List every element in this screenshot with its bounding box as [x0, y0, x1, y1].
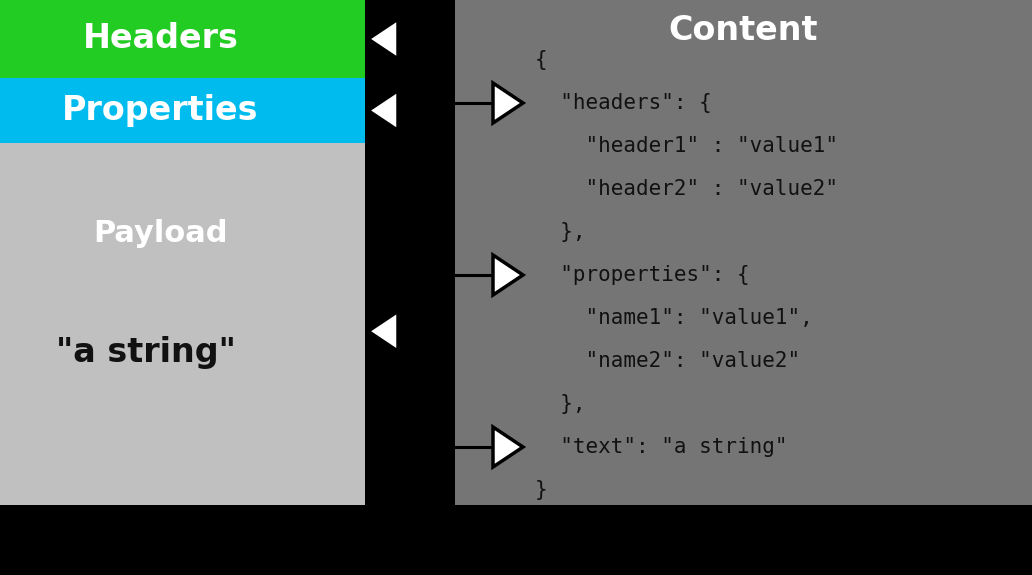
Text: "name1": "value1",: "name1": "value1", — [535, 308, 813, 328]
Text: },: }, — [535, 222, 585, 242]
Bar — [0, 0, 365, 78]
Text: {: { — [535, 50, 548, 70]
Polygon shape — [368, 19, 398, 59]
Text: "headers": {: "headers": { — [535, 93, 712, 113]
Polygon shape — [493, 427, 523, 467]
Bar — [455, 0, 1032, 505]
Text: "a string": "a string" — [56, 336, 236, 370]
Text: },: }, — [535, 394, 585, 414]
Polygon shape — [493, 83, 523, 123]
Polygon shape — [368, 311, 398, 351]
Text: Headers: Headers — [83, 22, 238, 56]
Text: Payload: Payload — [93, 219, 228, 248]
Polygon shape — [368, 90, 398, 131]
Text: "header2" : "value2": "header2" : "value2" — [535, 179, 838, 199]
Bar — [0, 78, 365, 143]
Text: Content: Content — [669, 13, 818, 47]
Text: "properties": {: "properties": { — [535, 265, 749, 285]
Text: "name2": "value2": "name2": "value2" — [535, 351, 800, 371]
Bar — [0, 143, 365, 505]
Text: "text": "a string": "text": "a string" — [535, 437, 787, 457]
Text: }: } — [535, 480, 548, 500]
Polygon shape — [493, 255, 523, 295]
Text: Properties: Properties — [62, 94, 259, 127]
Text: "header1" : "value1": "header1" : "value1" — [535, 136, 838, 156]
